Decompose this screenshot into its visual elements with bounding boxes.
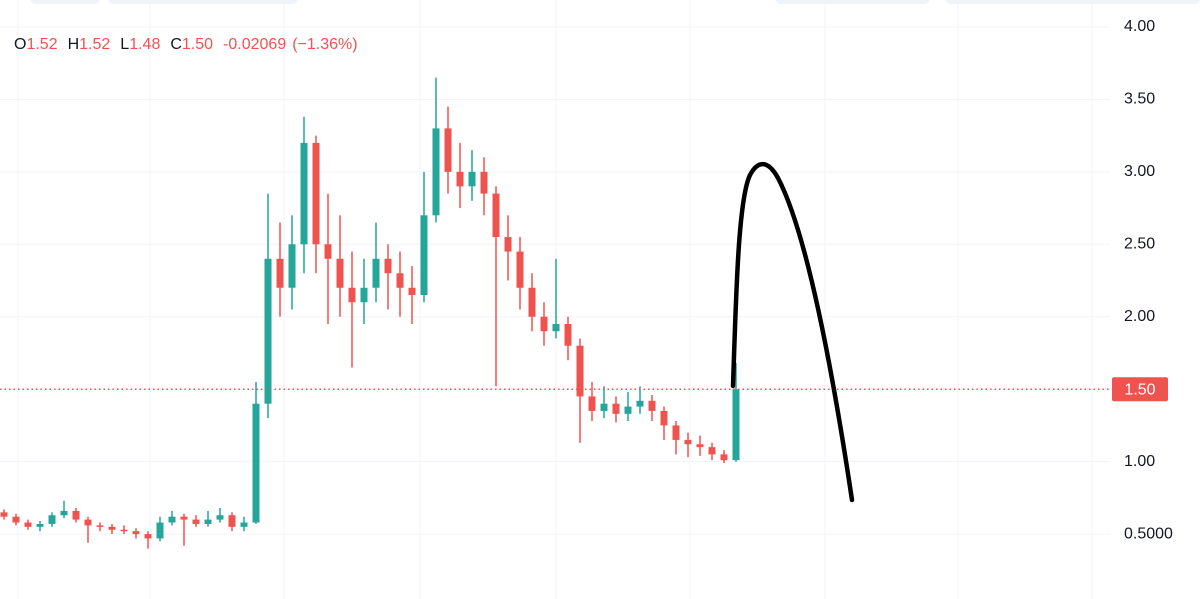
candle-body bbox=[564, 323, 572, 346]
candle-body bbox=[432, 128, 440, 216]
candle-body bbox=[468, 171, 476, 187]
value: 1.48 bbox=[129, 36, 160, 53]
candle-body bbox=[420, 215, 428, 296]
candle-body bbox=[444, 128, 452, 172]
candle-body bbox=[24, 522, 32, 527]
candle-body bbox=[708, 447, 716, 455]
candle-body bbox=[684, 439, 692, 445]
top-tabs bbox=[30, 0, 1200, 4]
candle-body bbox=[108, 526, 116, 530]
candle-body bbox=[396, 273, 404, 288]
y-tick-label: 1.00 bbox=[1124, 453, 1155, 470]
candle-body bbox=[60, 510, 68, 516]
candle-body bbox=[408, 287, 416, 296]
overlay: 0.5000 1.00 1.50 2.00 2.50 3.00 3.50 4.00 1.50 bbox=[0, 18, 1173, 542]
candle-body bbox=[48, 515, 56, 524]
candle-body bbox=[492, 193, 500, 238]
candle-body bbox=[276, 258, 284, 288]
candle-body bbox=[516, 251, 524, 288]
candle-body bbox=[360, 287, 368, 303]
candle-body bbox=[264, 258, 272, 404]
candle-body bbox=[372, 258, 380, 288]
ohlc-header: O1.52 H1.52 L1.48 C1.50 -0.02069 (−1.36%) bbox=[14, 36, 358, 53]
candle-body bbox=[612, 403, 620, 414]
candle-body bbox=[624, 406, 632, 414]
candle-body bbox=[324, 244, 332, 259]
candle-body bbox=[576, 345, 584, 397]
candle-body bbox=[0, 512, 8, 517]
candle-body bbox=[636, 400, 644, 407]
candles bbox=[0, 77, 740, 549]
candle-body bbox=[96, 525, 104, 527]
candle-body bbox=[120, 529, 128, 532]
label: H bbox=[68, 36, 80, 53]
candle-body bbox=[180, 516, 188, 520]
value: 1.50 bbox=[182, 36, 213, 53]
candle-body bbox=[132, 531, 140, 535]
y-tick-label: 0.5000 bbox=[1124, 525, 1173, 542]
candle-body bbox=[288, 244, 296, 288]
candle-body bbox=[72, 510, 80, 520]
candle-body bbox=[720, 454, 728, 461]
y-tick-label: 4.00 bbox=[1124, 18, 1155, 35]
last-price-label: 1.50 bbox=[1124, 381, 1155, 398]
candle-body bbox=[36, 523, 44, 527]
candle-body bbox=[240, 522, 248, 527]
candle-body bbox=[540, 316, 548, 332]
tab[interactable] bbox=[30, 0, 100, 4]
candle-body bbox=[504, 237, 512, 252]
value: 1.52 bbox=[79, 36, 110, 53]
candle-body bbox=[660, 410, 668, 426]
candle-body bbox=[348, 287, 356, 303]
tab[interactable] bbox=[945, 0, 1200, 4]
tab[interactable] bbox=[108, 0, 298, 4]
candle-body bbox=[528, 287, 536, 317]
y-tick-label: 2.50 bbox=[1124, 236, 1155, 253]
candle-body bbox=[672, 425, 680, 440]
candle-body bbox=[12, 516, 20, 523]
candle-body bbox=[648, 400, 656, 411]
y-tick-label: 2.00 bbox=[1124, 308, 1155, 325]
candle-body bbox=[456, 171, 464, 187]
candle-body bbox=[156, 522, 164, 539]
y-tick-label: 3.00 bbox=[1124, 163, 1155, 180]
candle-body bbox=[732, 389, 740, 461]
label: C bbox=[170, 36, 182, 53]
candle-body bbox=[84, 519, 92, 526]
hand-drawn-annotation bbox=[730, 161, 855, 503]
candle-body bbox=[384, 258, 392, 274]
last-price-box bbox=[1112, 377, 1168, 402]
candle-body bbox=[600, 403, 608, 411]
y-tick-label: 3.50 bbox=[1124, 91, 1155, 108]
candle-body bbox=[552, 323, 560, 332]
candle-body bbox=[336, 258, 344, 288]
label: O bbox=[14, 36, 26, 53]
candle-body bbox=[192, 519, 200, 524]
tab[interactable] bbox=[775, 0, 930, 4]
candle-body bbox=[216, 515, 224, 520]
candle-body bbox=[300, 142, 308, 245]
candle-body bbox=[204, 519, 212, 524]
label: L bbox=[120, 36, 129, 53]
candle-body bbox=[588, 396, 596, 411]
candle-body bbox=[228, 515, 236, 527]
candle-body bbox=[312, 142, 320, 245]
value: 1.52 bbox=[26, 36, 57, 53]
change: -0.02069 bbox=[223, 36, 286, 53]
candle-body bbox=[168, 516, 176, 523]
candle-body bbox=[696, 444, 704, 448]
change-pct: (−1.36%) bbox=[292, 36, 357, 53]
candle-body bbox=[480, 171, 488, 194]
candle-body bbox=[144, 534, 152, 539]
candle-body bbox=[252, 403, 260, 523]
